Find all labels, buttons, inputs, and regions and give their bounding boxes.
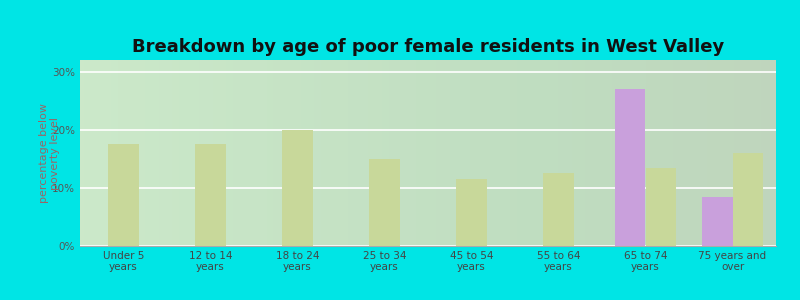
Bar: [543, 173, 574, 246]
Bar: [195, 144, 226, 246]
Bar: [456, 179, 486, 246]
Bar: [282, 130, 313, 246]
Bar: [615, 89, 646, 246]
Bar: [733, 153, 763, 246]
Bar: [646, 167, 676, 246]
Title: Breakdown by age of poor female residents in West Valley: Breakdown by age of poor female resident…: [132, 38, 724, 56]
Bar: [370, 159, 400, 246]
Bar: [702, 196, 733, 246]
Y-axis label: percentage below
poverty level: percentage below poverty level: [38, 103, 60, 203]
Bar: [108, 144, 138, 246]
